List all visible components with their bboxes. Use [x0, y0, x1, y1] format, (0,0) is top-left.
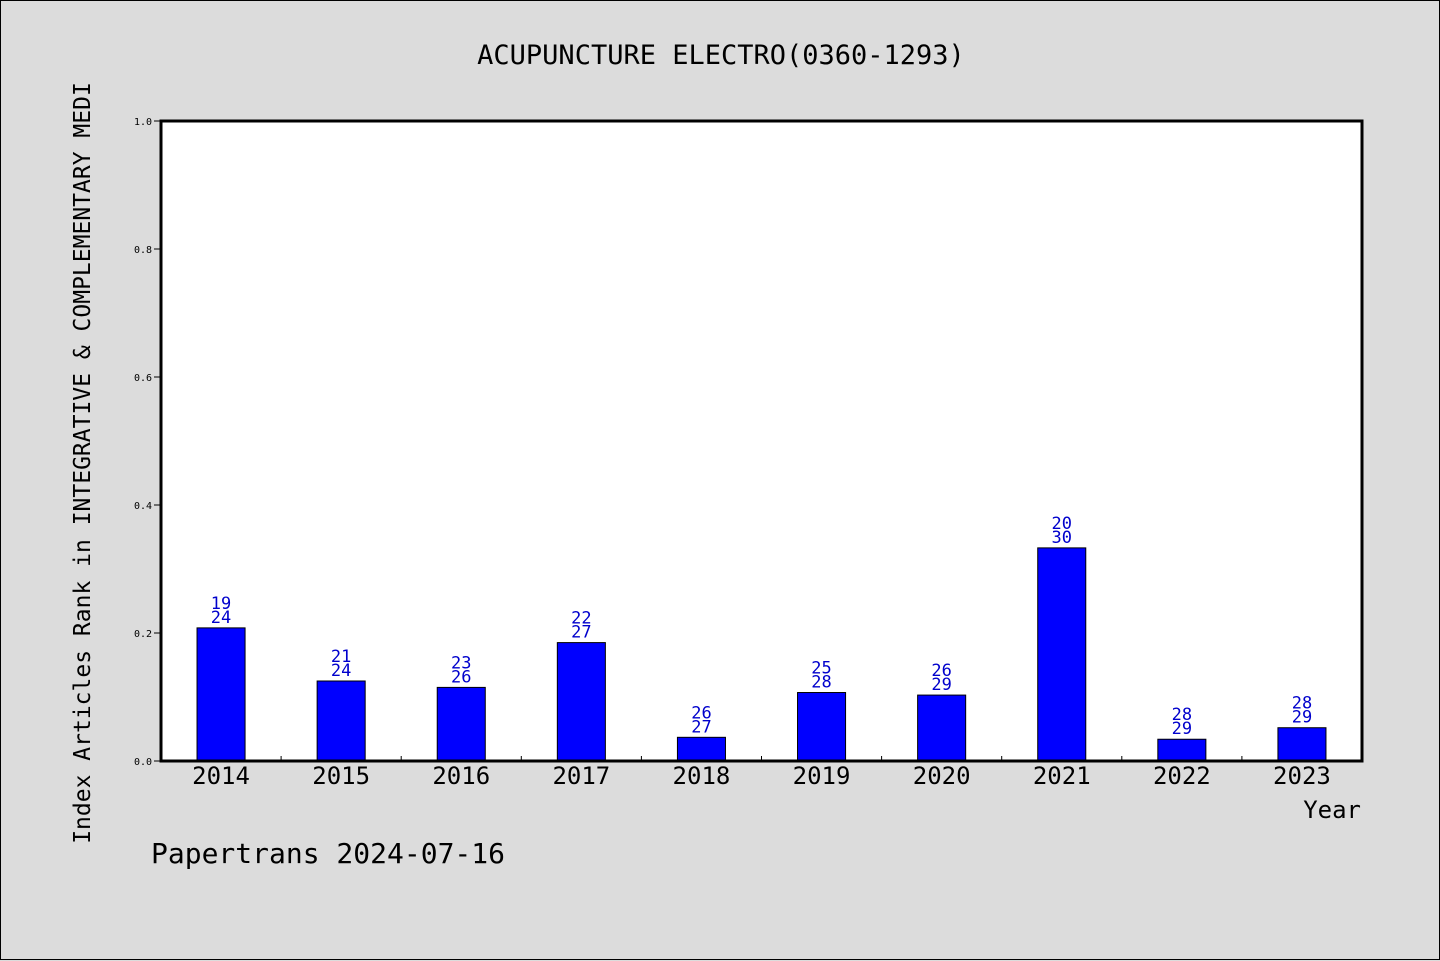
y-tick-label: 0.4 [134, 501, 152, 512]
x-tick-label: 2020 [913, 762, 971, 790]
bar-2016 [436, 686, 486, 762]
bar-2017 [556, 642, 606, 762]
bar-label-top: 28 [1292, 694, 1312, 714]
bar-label-top: 22 [571, 609, 591, 629]
bar-2015 [316, 680, 366, 762]
bar-label-top: 19 [211, 594, 231, 614]
x-tick-label: 2018 [673, 762, 731, 790]
bar-label-bottom: 29 [1172, 719, 1192, 739]
x-tick-label: 2014 [192, 762, 250, 790]
bar-label-bottom: 24 [211, 608, 231, 628]
footer-credit: Papertrans 2024-07-16 [151, 837, 505, 870]
bar-label-bottom: 28 [811, 673, 831, 693]
bar-label-bottom: 29 [1292, 708, 1312, 728]
x-axis-ticks: 2014 2015 2016 2017 2018 2019 2020 2021 2022 2023 [192, 756, 1331, 790]
y-tick-label: 0.0 [134, 757, 152, 768]
y-tick-label: 1.0 [134, 117, 152, 128]
bar-label-top: 26 [691, 703, 711, 723]
bar-label-bottom: 26 [451, 667, 471, 687]
plot-border [159, 119, 1364, 763]
bar-label-bottom: 27 [571, 623, 591, 643]
x-tick-label: 2016 [432, 762, 490, 790]
y-axis-ticks: 0.0 0.2 0.4 0.6 0.8 1.0 [134, 117, 161, 768]
bar-2014 [196, 627, 246, 762]
bar-2019 [797, 692, 847, 762]
x-tick-label: 2021 [1033, 762, 1091, 790]
y-tick-label: 0.6 [134, 373, 152, 384]
bar-label-top: 23 [451, 653, 471, 673]
bar-label-top: 28 [1172, 705, 1192, 725]
y-tick-label: 0.2 [134, 629, 152, 640]
x-tick-label: 2019 [793, 762, 851, 790]
bar-label-top: 25 [811, 659, 831, 679]
x-tick-label: 2017 [552, 762, 610, 790]
x-tick-label: 2015 [312, 762, 370, 790]
bar-2021 [1037, 547, 1087, 762]
bar-label-bottom: 29 [931, 675, 951, 695]
bar-label-bottom: 24 [331, 661, 351, 681]
bar-2018 [676, 736, 726, 762]
bar-label-top: 26 [931, 661, 951, 681]
bar-label-top: 21 [331, 647, 351, 667]
y-tick-label: 0.8 [134, 245, 152, 256]
bar-2023 [1277, 727, 1327, 762]
bar-label-bottom: 27 [691, 717, 711, 737]
bars-group [196, 547, 1327, 762]
plot-area [161, 121, 1362, 761]
bar-label-top: 20 [1052, 514, 1072, 534]
bar-label-bottom: 30 [1052, 528, 1072, 548]
bar-2022 [1157, 738, 1207, 762]
chart-title: ACUPUNCTURE ELECTRO(0360-1293) [477, 40, 965, 71]
x-tick-label: 2022 [1153, 762, 1211, 790]
x-tick-label: 2023 [1273, 762, 1331, 790]
bar-2020 [917, 694, 967, 762]
x-axis-label: Year [1303, 796, 1361, 824]
y-axis-label: Index Articles Rank in INTEGRATIVE & COM… [70, 82, 96, 844]
